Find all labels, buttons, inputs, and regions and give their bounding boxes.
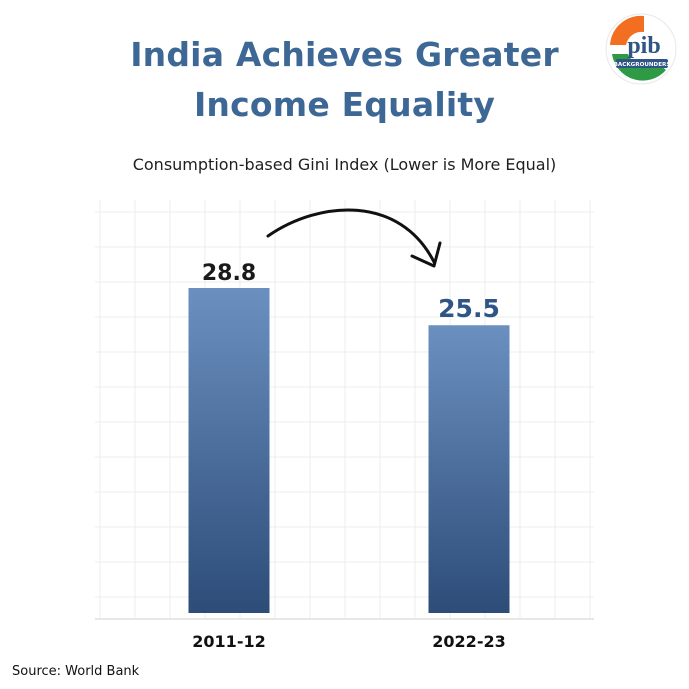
chart-title: India Achieves Greater Income Equality [0,30,689,130]
x-tick-2011-12: 2011-12 [192,632,265,651]
bar-2022-23 [428,325,510,613]
labels-group: 28.8 25.5 [202,261,500,323]
trend-arrow-head-icon [410,241,442,268]
x-tick-2022-23: 2022-23 [432,632,505,651]
bars-group [188,288,510,613]
chart-title-text: India Achieves Greater Income Equality [130,35,559,124]
logo-text: pib [627,33,660,59]
data-label-2022-23: 25.5 [438,294,500,323]
pib-logo: pib BACKGROUNDERS [605,13,677,85]
x-ticks-group: 2011-12 2022-23 [192,632,505,651]
logo-subtext: BACKGROUNDERS [614,62,671,68]
data-label-2011-12: 28.8 [202,261,256,286]
chart-subtitle: Consumption-based Gini Index (Lower is M… [132,155,557,174]
chart-grid [95,200,594,618]
bar-2011-12 [188,288,270,613]
source-note: Source: World Bank [12,664,140,679]
trend-arrow [266,208,436,264]
